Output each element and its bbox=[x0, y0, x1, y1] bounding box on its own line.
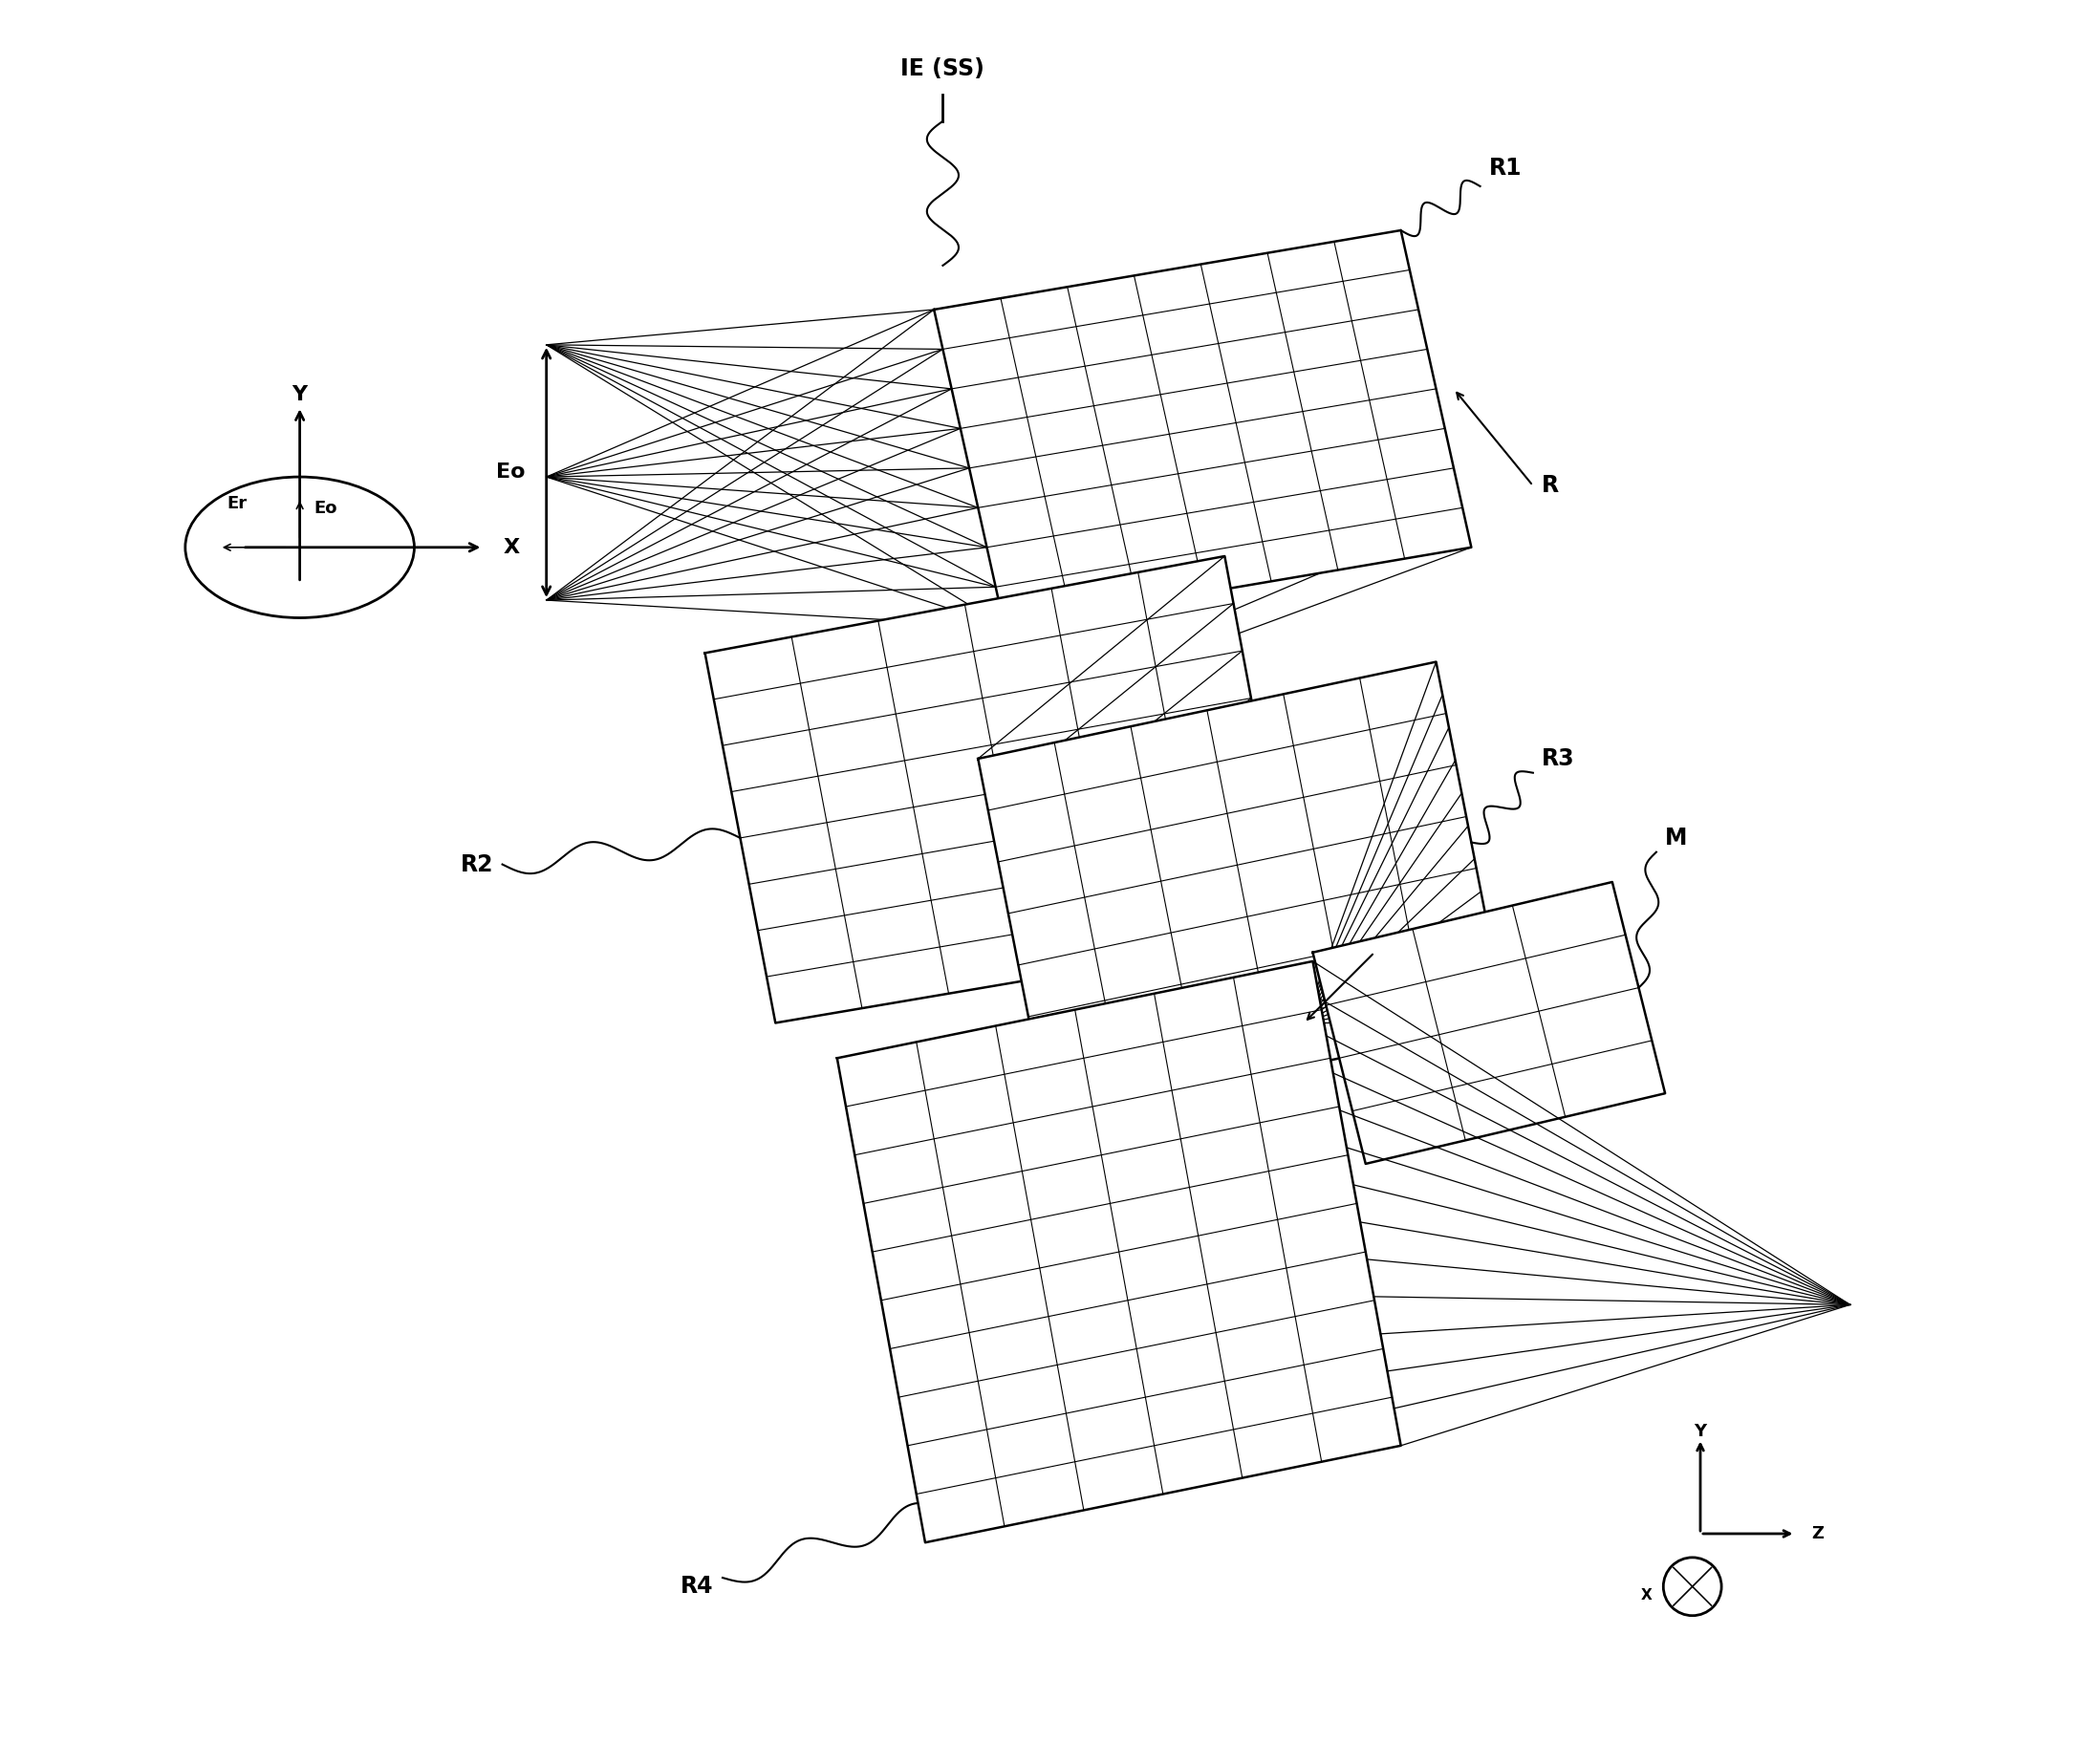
Polygon shape bbox=[977, 662, 1506, 1120]
Text: M: M bbox=[1665, 827, 1688, 850]
Polygon shape bbox=[705, 556, 1296, 1023]
Text: Eo: Eo bbox=[497, 462, 524, 482]
Polygon shape bbox=[933, 231, 1472, 626]
Polygon shape bbox=[1313, 882, 1665, 1164]
Text: Y: Y bbox=[291, 385, 308, 404]
Text: X: X bbox=[503, 538, 520, 557]
Text: R1: R1 bbox=[1489, 157, 1522, 180]
Text: R4: R4 bbox=[682, 1575, 713, 1598]
Text: Z: Z bbox=[1812, 1526, 1824, 1542]
Text: Y: Y bbox=[1694, 1424, 1707, 1439]
Polygon shape bbox=[837, 961, 1401, 1542]
Text: IE (SS): IE (SS) bbox=[902, 58, 986, 81]
Text: Eo: Eo bbox=[315, 499, 338, 517]
Text: X: X bbox=[1640, 1588, 1652, 1602]
Text: R: R bbox=[1541, 475, 1558, 497]
Text: R3: R3 bbox=[1541, 748, 1575, 771]
Text: R2: R2 bbox=[461, 854, 493, 877]
Text: Er: Er bbox=[226, 496, 247, 512]
